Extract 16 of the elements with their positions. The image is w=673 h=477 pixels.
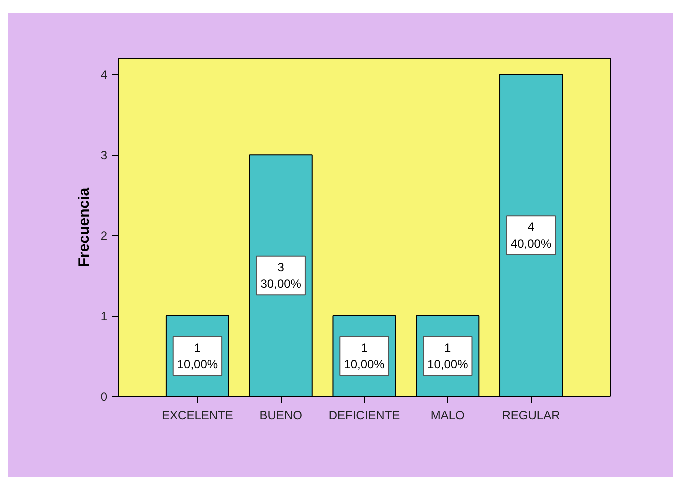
data-label: 3 30,00% <box>260 260 302 292</box>
x-tick-label: DEFICIENTE <box>328 408 400 422</box>
x-tick-label: BUENO <box>260 408 302 422</box>
y-tick-label: 3 <box>100 148 108 163</box>
data-label: 1 10,00% <box>177 340 218 372</box>
x-tick-label: REGULAR <box>502 408 561 422</box>
x-tick-label: MALO <box>430 408 465 422</box>
y-tick-label: 2 <box>100 229 108 244</box>
y-tick-label: 0 <box>100 390 108 404</box>
data-label: 4 40,00% <box>510 220 552 251</box>
y-tick-label: 4 <box>100 68 108 82</box>
data-label: 1 10,00% <box>428 340 469 372</box>
data-label: 1 10,00% <box>344 340 386 372</box>
y-axis-title: Frecuencia <box>76 187 93 268</box>
y-tick-label: 1 <box>100 310 108 324</box>
x-tick-label: EXCELENTE <box>162 408 234 422</box>
